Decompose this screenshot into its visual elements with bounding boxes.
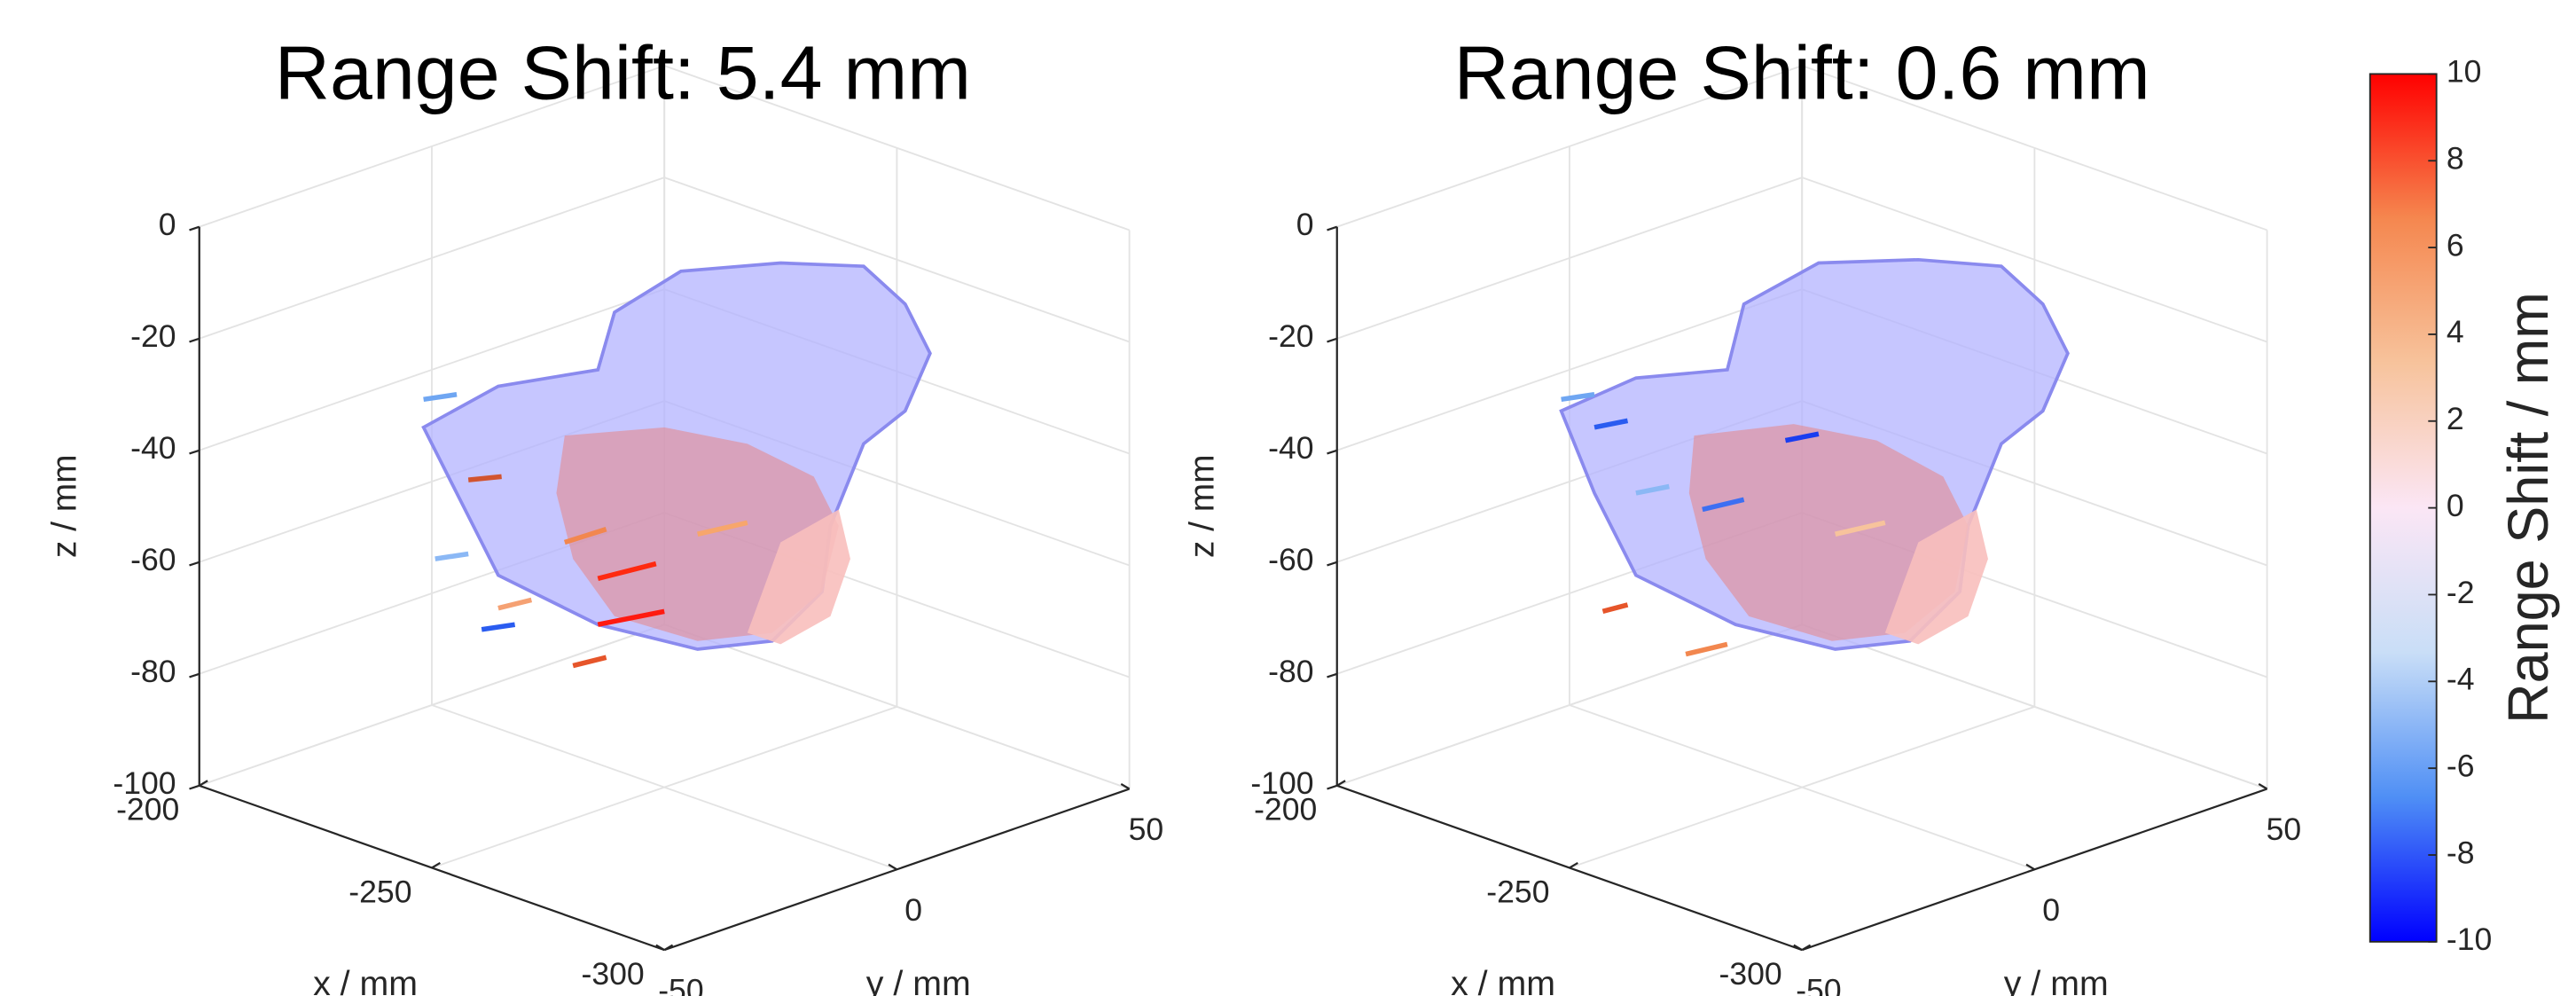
colorbar-tick-label: -8 xyxy=(2447,835,2475,870)
volume-render xyxy=(421,261,932,669)
grid-line xyxy=(199,623,665,787)
x-axis-label: x / mm xyxy=(1451,965,1555,996)
volume-render xyxy=(1559,257,2070,657)
tick-mark xyxy=(1801,944,1812,952)
x-axis-label: x / mm xyxy=(313,965,418,996)
z-tick-label: -40 xyxy=(1268,431,1313,466)
tick-mark xyxy=(888,863,897,871)
colorbar-tick-label: 10 xyxy=(2447,55,2482,90)
tick-mark xyxy=(2258,782,2268,790)
chart-title: Range Shift: 0.6 mm xyxy=(1454,31,2150,115)
z-tick-label: -60 xyxy=(1268,543,1313,577)
z-tick-label: -40 xyxy=(130,431,176,466)
z-tick-label: -20 xyxy=(1268,319,1313,354)
y-tick-label: -50 xyxy=(658,974,703,996)
colorbar-tick-label: -10 xyxy=(2447,922,2492,957)
tick-mark xyxy=(1569,861,1578,869)
x-tick-label: -300 xyxy=(582,957,645,992)
x-tick-label: -200 xyxy=(116,793,179,827)
tick-mark xyxy=(189,672,200,678)
y-axis-label: y / mm xyxy=(2004,965,2109,996)
colorbar-tick-label: 0 xyxy=(2447,489,2464,523)
colorbar xyxy=(2369,73,2438,943)
tick-mark xyxy=(1327,449,1338,455)
grid-line xyxy=(431,705,897,869)
tick-mark xyxy=(663,944,674,952)
tick-mark xyxy=(189,337,200,343)
tick-mark xyxy=(189,561,200,567)
x-tick-label: -250 xyxy=(348,875,411,910)
grid-line xyxy=(1336,623,1803,787)
colorbar-tick-label: -2 xyxy=(2447,576,2475,610)
tick-mark xyxy=(1336,780,1346,787)
tick-mark xyxy=(1327,672,1338,678)
y-tick-label: 0 xyxy=(2042,893,2060,928)
y-axis-label: y / mm xyxy=(866,965,971,996)
y-tick-label: -50 xyxy=(1796,974,1841,996)
y-tick-label: 50 xyxy=(1129,812,1164,847)
z-tick-label: -80 xyxy=(130,655,176,689)
z-tick-label: -80 xyxy=(1268,655,1313,689)
colorbar-label: Range Shift / mm xyxy=(2498,292,2560,724)
colorbar-tick-label: -6 xyxy=(2447,749,2475,784)
z-tick-label: -100 xyxy=(113,766,176,801)
y-tick-label: 50 xyxy=(2267,812,2302,847)
colorbar-tick-label: 8 xyxy=(2447,142,2464,176)
tick-mark xyxy=(1327,225,1338,231)
z-axis-label: z / mm xyxy=(45,454,83,558)
tick-mark xyxy=(1327,561,1338,567)
tick-mark xyxy=(1120,782,1131,790)
y-tick-label: 0 xyxy=(904,893,922,928)
tick-mark xyxy=(431,861,441,869)
tick-mark xyxy=(189,225,200,231)
colorbar-tick-label: -4 xyxy=(2447,663,2475,697)
x-tick-label: -250 xyxy=(1486,875,1549,910)
z-tick-label: 0 xyxy=(159,208,176,242)
z-tick-label: 0 xyxy=(1296,208,1314,242)
grid-line xyxy=(1569,705,2035,869)
tick-mark xyxy=(655,944,665,952)
tick-mark xyxy=(1327,784,1338,790)
tick-mark xyxy=(189,784,200,790)
tick-mark xyxy=(1793,944,1803,952)
z-tick-label: -20 xyxy=(130,319,176,354)
tick-mark xyxy=(2025,863,2035,871)
axes-3d xyxy=(189,65,1131,952)
x-tick-label: -200 xyxy=(1254,793,1317,827)
colorbar-tick-label: 4 xyxy=(2447,315,2464,349)
tick-mark xyxy=(1327,337,1338,343)
z-axis-label: z / mm xyxy=(1183,454,1221,558)
colorbar-tick-label: 2 xyxy=(2447,402,2464,436)
x-tick-label: -300 xyxy=(1719,957,1782,992)
z-tick-label: -60 xyxy=(130,543,176,577)
tick-mark xyxy=(189,449,200,455)
tick-mark xyxy=(199,780,208,787)
z-tick-label: -100 xyxy=(1250,766,1313,801)
chart-title: Range Shift: 5.4 mm xyxy=(275,31,971,115)
colorbar-tick-label: 6 xyxy=(2447,229,2464,263)
